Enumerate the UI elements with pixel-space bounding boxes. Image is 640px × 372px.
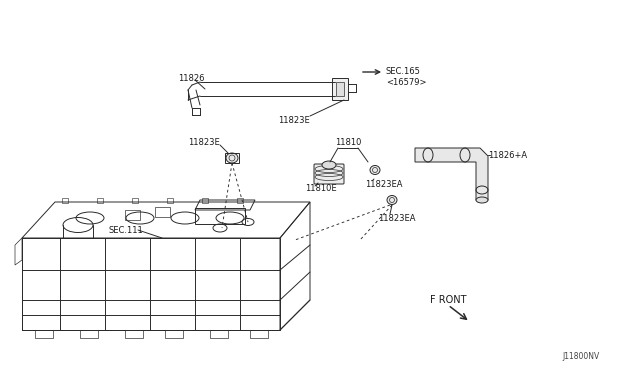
Bar xyxy=(125,330,143,338)
Bar xyxy=(202,198,208,203)
Text: 11823EA: 11823EA xyxy=(378,214,415,223)
Bar xyxy=(210,330,228,338)
Bar xyxy=(250,330,268,338)
Bar xyxy=(132,198,138,203)
Bar xyxy=(62,198,68,203)
Bar xyxy=(167,198,173,203)
Bar xyxy=(225,153,239,163)
Text: 11826: 11826 xyxy=(178,74,205,83)
Bar xyxy=(80,330,98,338)
Bar xyxy=(237,198,243,203)
Ellipse shape xyxy=(387,196,397,205)
FancyBboxPatch shape xyxy=(314,164,344,184)
Ellipse shape xyxy=(322,161,336,169)
Bar xyxy=(336,82,344,96)
Text: 11810E: 11810E xyxy=(305,184,337,193)
Text: 11823E: 11823E xyxy=(278,116,310,125)
Bar xyxy=(165,330,183,338)
Text: J11800NV: J11800NV xyxy=(562,352,599,361)
Text: 11823E: 11823E xyxy=(188,138,220,147)
Bar xyxy=(97,198,103,203)
Bar xyxy=(35,330,53,338)
Text: 11823EA: 11823EA xyxy=(365,180,403,189)
Bar xyxy=(332,78,348,100)
Text: 11826+A: 11826+A xyxy=(488,151,527,160)
Polygon shape xyxy=(415,148,488,200)
Ellipse shape xyxy=(370,166,380,174)
Bar xyxy=(125,210,140,220)
Text: <16579>: <16579> xyxy=(386,78,426,87)
Text: SEC.165: SEC.165 xyxy=(386,67,421,76)
Ellipse shape xyxy=(476,197,488,203)
Text: SEC.111: SEC.111 xyxy=(108,226,143,235)
Ellipse shape xyxy=(226,153,238,163)
Bar xyxy=(155,207,170,217)
Text: 11810: 11810 xyxy=(335,138,362,147)
Text: F RONT: F RONT xyxy=(430,295,467,305)
